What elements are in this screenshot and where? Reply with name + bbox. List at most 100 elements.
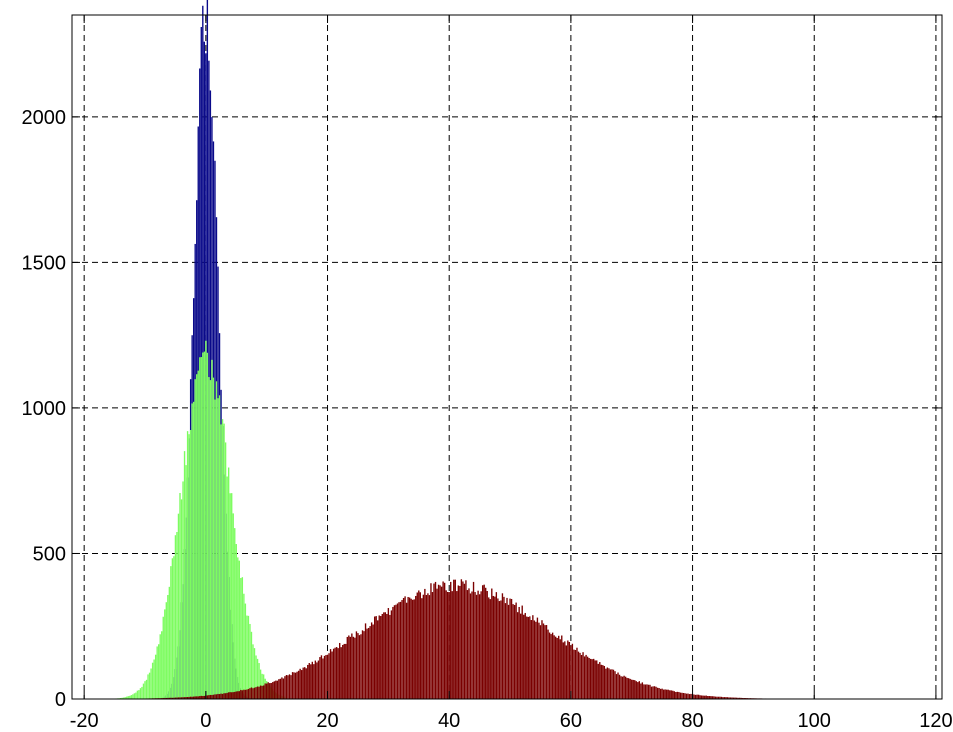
histogram-bar [667,689,669,699]
histogram-bar [264,683,266,699]
histogram-bar [433,583,435,699]
histogram-bar [532,615,534,699]
histogram-bar [588,657,590,699]
histogram-bar [342,644,344,699]
histogram-bar [250,687,253,699]
histogram-bar [643,684,645,699]
histogram-bar [186,431,189,699]
histogram-bar [530,620,533,699]
histogram-bar [737,697,739,699]
histogram-bar [699,695,701,699]
histogram-bar [591,659,593,699]
histogram-bar [486,591,488,699]
histogram-bar [694,694,697,699]
histogram-bar [624,676,627,699]
histogram-bars [112,0,780,700]
histogram-bar [127,696,129,699]
histogram-bar [405,602,408,699]
histogram-bar [183,697,186,699]
histogram-bar [574,649,577,699]
histogram-bar [215,694,218,699]
histogram-bar [398,602,400,699]
histogram-bar [728,697,730,699]
histogram-bar [564,641,566,699]
histogram-bar [232,692,234,699]
histogram-bar [192,401,195,699]
histogram-bar [690,693,692,699]
histogram-bar [399,601,402,699]
histogram-bar [463,583,466,699]
histogram-bar [180,697,183,699]
series-3-bars [130,579,780,699]
histogram-bar [719,696,721,699]
histogram-bar [603,665,606,699]
histogram-bar [208,377,210,699]
histogram-bar [500,600,502,699]
histogram-bar [684,693,686,699]
histogram-bar [466,590,469,699]
histogram-bar [247,688,250,699]
histogram-bar [194,379,196,699]
histogram-bar [676,691,679,699]
histogram-bar [273,681,275,699]
x-tick-labels: -20 0 20 40 60 80 100 120 [70,710,953,732]
histogram-bar [621,676,624,699]
histogram-bar [202,5,204,699]
histogram-bar [618,674,621,699]
histogram-bar [729,697,732,699]
histogram-bar [447,591,449,699]
histogram-bar [635,681,637,699]
histogram-bar [135,692,137,699]
grid [72,15,942,700]
histogram-bar [561,635,563,699]
histogram-bar [666,689,668,699]
histogram-bar [337,648,339,699]
histogram-bar [437,584,440,699]
histogram-bar [192,696,195,699]
histogram-bar [252,688,254,699]
histogram-bar [381,613,383,699]
histogram-bar [673,691,675,699]
histogram-bar [526,616,528,699]
histogram-bar [662,689,665,699]
histogram-bar [287,675,289,699]
histogram-bar [229,692,231,699]
histogram-bar [492,595,494,699]
histogram-bar [396,603,399,699]
histogram-bar [475,594,478,699]
histogram-bar [275,680,277,699]
histogram-bar [211,694,213,699]
histogram-bar [427,593,429,699]
histogram-bar [370,622,373,699]
x-tick-label: 120 [919,710,952,732]
histogram-bar [348,635,350,699]
histogram-bar [509,598,511,699]
histogram-bar [571,643,574,699]
histogram-bar [688,694,691,699]
histogram-bar [203,351,206,699]
histogram-bar [562,642,564,699]
histogram-bar [740,697,742,699]
histogram-bar [185,465,187,699]
histogram-bar [218,694,221,699]
histogram-bar [206,695,209,699]
histogram-bar [659,688,662,699]
histogram-bar [462,581,464,699]
histogram-bar [310,664,312,699]
histogram-bar [282,678,285,699]
histogram-bar [453,579,455,699]
histogram-bar [373,616,376,699]
histogram-bar [378,615,380,699]
histogram-bar [606,667,609,699]
histogram-bar [269,683,271,699]
histogram-bar [294,672,297,699]
histogram-bar [410,598,412,699]
histogram-bar [472,581,475,699]
histogram-bar [200,695,202,699]
plot-frame [71,14,943,700]
x-tick-label: -20 [70,710,99,732]
histogram-bar [231,692,233,699]
histogram-bar [199,357,201,699]
histogram-bar [161,631,163,699]
histogram-bar [253,648,256,699]
